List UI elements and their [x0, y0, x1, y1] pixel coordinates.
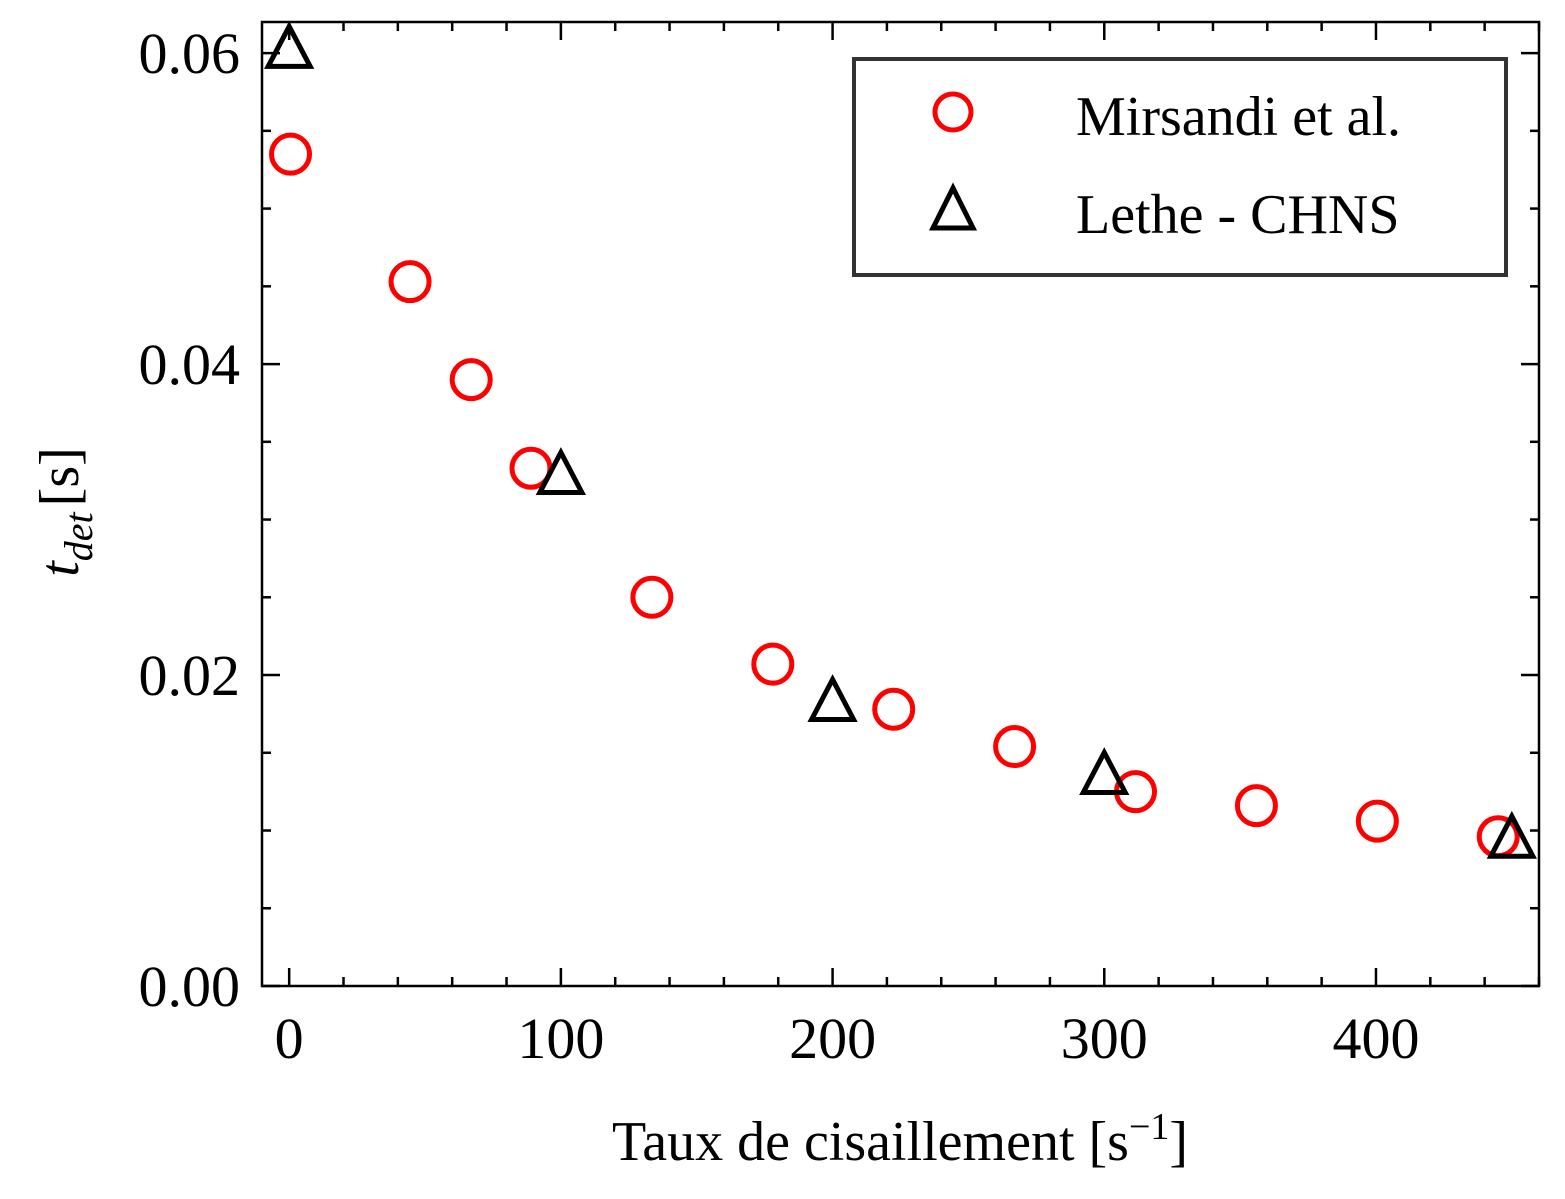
data-point-circle [751, 642, 795, 686]
x-tick-labels: 0 100 200 300 400 [275, 1006, 1420, 1071]
data-point-circle [1355, 799, 1399, 843]
data-point-triangle [264, 21, 315, 69]
data-series [264, 21, 1537, 859]
legend-label-mirsandi: Mirsandi et al. [1076, 86, 1401, 148]
data-point-circle [1234, 784, 1278, 828]
data-point-circle [449, 358, 493, 402]
legend-marker-lethe [928, 182, 978, 231]
legend-marker-mirsandi [932, 91, 974, 133]
data-point-triangle [535, 447, 587, 495]
x-tick-label: 300 [1061, 1006, 1148, 1071]
y-axis-title: tdet[s] [29, 447, 101, 577]
data-point-circle [630, 575, 674, 619]
data-point-circle [1476, 815, 1520, 859]
axis-ticks [262, 22, 1541, 988]
data-point-triangle [807, 674, 858, 722]
y-tick-labels: 0.00 0.02 0.04 0.06 [139, 21, 241, 1019]
y-tick-label: 0.02 [139, 643, 241, 708]
x-tick-label: 200 [789, 1006, 876, 1071]
series-mirsandi [269, 132, 1520, 859]
data-point-circle [872, 687, 916, 731]
data-point-triangle [1486, 810, 1537, 859]
x-tick-label: 0 [275, 1006, 304, 1071]
legend: Mirsandi et al. Lethe - CHNS [852, 57, 1508, 277]
x-tick-label: 100 [517, 1006, 604, 1071]
y-tick-label: 0.04 [139, 332, 241, 397]
series-lethe [264, 21, 1537, 859]
data-point-circle [388, 260, 432, 304]
data-point-triangle [1079, 747, 1130, 796]
data-point-circle [993, 725, 1037, 769]
plot-frame [260, 20, 1541, 988]
x-axis-title: Taux de cisaillement [s−1] [612, 1106, 1188, 1173]
legend-label-lethe: Lethe - CHNS [1076, 184, 1400, 246]
x-tick-label: 400 [1332, 1006, 1419, 1071]
y-tick-label: 0.00 [139, 954, 241, 1019]
y-tick-label: 0.06 [139, 21, 241, 86]
data-point-circle [269, 132, 313, 176]
